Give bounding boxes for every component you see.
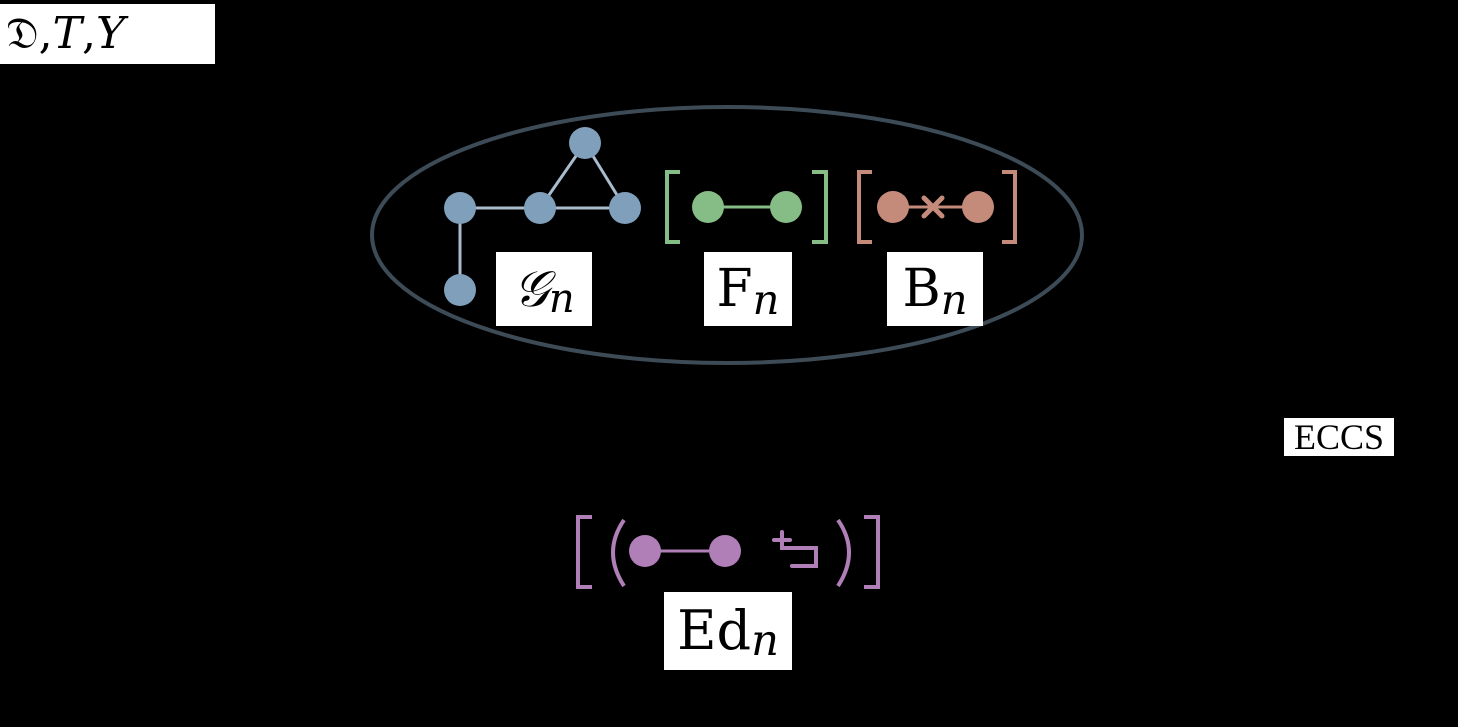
banned-node: [877, 191, 909, 223]
banned-node: [962, 191, 994, 223]
banned-symbol: B: [902, 259, 941, 319]
left-bracket-icon: [665, 170, 680, 244]
right-bracket-icon: [1002, 170, 1017, 244]
inputs-label: 𝔇, T, Y: [0, 4, 215, 64]
graph-node: [444, 192, 476, 224]
separator: ,: [82, 8, 96, 59]
forced-subscript: n: [752, 274, 780, 324]
forced-node: [692, 191, 724, 223]
edit-node: [709, 535, 741, 567]
edits-label: Ed n: [664, 592, 792, 670]
left-paren-icon: [611, 518, 626, 588]
graph-node: [609, 192, 641, 224]
graph-symbol: 𝒢: [513, 260, 549, 318]
right-bracket-icon: [864, 515, 880, 589]
graph-subscript: n: [548, 276, 575, 322]
dataset-symbol: 𝔇,: [6, 8, 53, 59]
edit-node: [629, 535, 661, 567]
edit-action-icon: [772, 530, 818, 568]
banned-edges-set: [857, 170, 1017, 244]
graph-node: [569, 127, 601, 159]
input-group-ellipse: [370, 105, 1084, 365]
graph-node: [444, 274, 476, 306]
causal-graph: [444, 127, 641, 306]
banned-subscript: n: [940, 274, 968, 324]
right-paren-icon: [836, 518, 851, 588]
left-bracket-icon: [576, 515, 592, 589]
right-bracket-icon: [812, 170, 828, 244]
edits-set: [576, 515, 880, 589]
edits-symbol: Ed: [677, 599, 752, 662]
forced-edges-set: [665, 170, 828, 244]
left-bracket-icon: [857, 170, 872, 244]
method-label: ECCS: [1284, 418, 1394, 456]
outcome-symbol: Y: [96, 8, 126, 59]
treatment-symbol: T: [52, 8, 82, 59]
forced-symbol: F: [716, 259, 753, 319]
forced-node: [770, 191, 802, 223]
graph-node: [524, 192, 556, 224]
cross-icon: [921, 195, 945, 219]
edits-subscript: n: [751, 616, 779, 667]
